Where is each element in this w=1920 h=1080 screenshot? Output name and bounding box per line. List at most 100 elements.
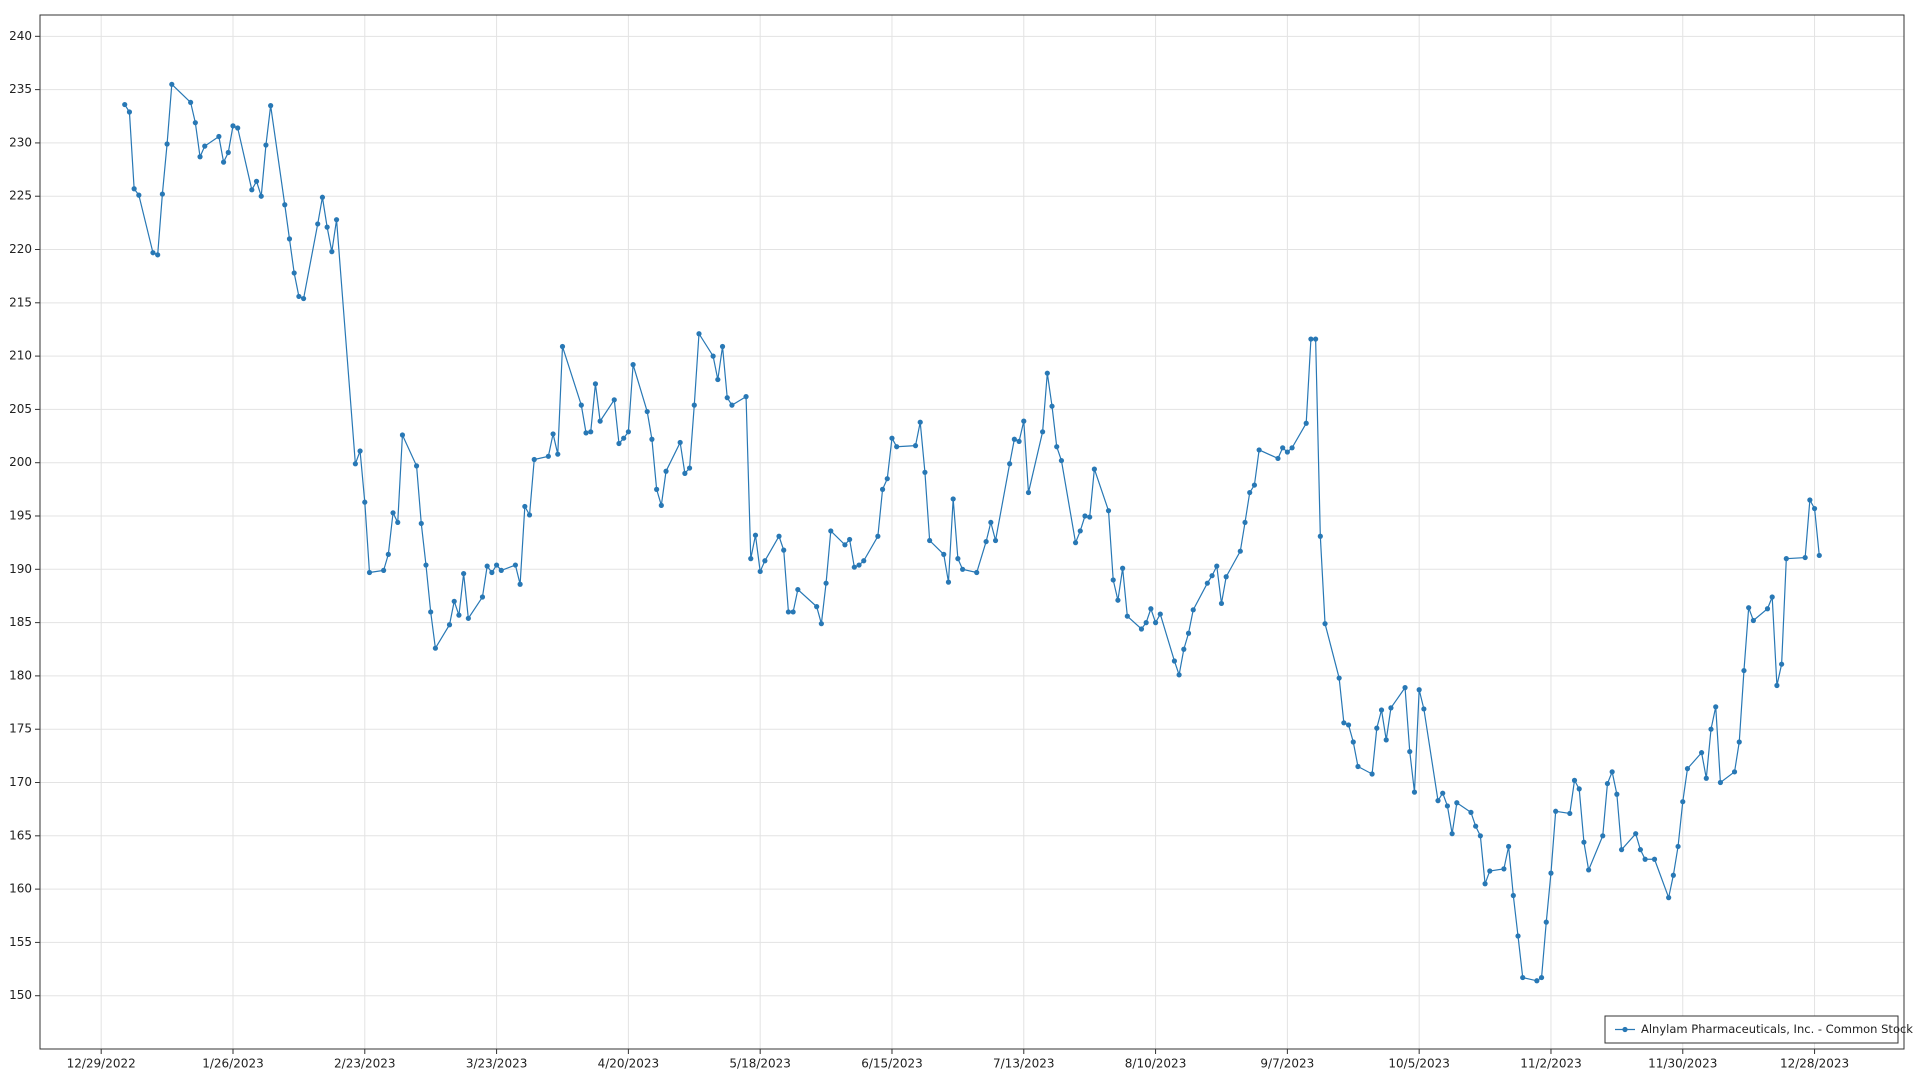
data-point: [1007, 461, 1013, 467]
data-point: [974, 569, 980, 576]
data-point: [1506, 843, 1512, 850]
data-point: [225, 149, 231, 156]
data-point: [202, 143, 208, 149]
y-tick-label: 215: [9, 295, 32, 309]
data-point: [1642, 856, 1648, 862]
data-point: [1440, 790, 1446, 796]
data-point: [1416, 687, 1422, 693]
data-point: [1553, 808, 1559, 814]
y-tick-label: 175: [9, 722, 32, 736]
data-point: [159, 191, 165, 197]
data-point: [1411, 789, 1418, 795]
data-point: [545, 453, 551, 459]
y-tick-label: 185: [9, 615, 32, 629]
y-tick-label: 190: [9, 562, 32, 576]
series-line: [124, 82, 1820, 982]
data-point: [1708, 726, 1714, 732]
data-point: [1600, 833, 1606, 839]
data-point: [691, 402, 697, 408]
data-point: [1054, 444, 1060, 450]
data-point: [776, 533, 782, 539]
data-point: [875, 533, 881, 539]
data-point: [644, 408, 650, 415]
data-point: [1218, 600, 1225, 607]
data-point: [136, 192, 142, 198]
data-point: [729, 402, 735, 408]
data-point: [1355, 763, 1361, 770]
data-point: [498, 567, 504, 573]
data-point: [399, 432, 406, 438]
data-point: [1454, 800, 1460, 806]
data-point: [517, 581, 523, 587]
data-point: [1148, 606, 1154, 612]
data-point: [493, 562, 500, 568]
data-point: [451, 598, 457, 604]
data-point: [164, 141, 170, 147]
data-point: [1072, 540, 1079, 546]
data-point: [1322, 621, 1328, 627]
data-point: [1637, 847, 1644, 853]
y-tick-label: 240: [9, 29, 32, 43]
data-point: [861, 558, 867, 564]
y-tick-label: 155: [9, 935, 32, 949]
data-point: [649, 436, 655, 442]
data-point: [1538, 974, 1545, 981]
data-point: [1204, 580, 1210, 586]
data-point: [1087, 514, 1093, 520]
data-point: [743, 394, 749, 400]
data-point: [1247, 489, 1253, 496]
data-point: [894, 444, 900, 450]
data-point: [616, 440, 622, 447]
data-point: [1077, 528, 1083, 534]
data-point: [1011, 436, 1017, 442]
data-point: [428, 609, 434, 615]
x-tick-label: 8/10/2023: [1125, 1057, 1187, 1071]
data-point: [1280, 445, 1286, 451]
data-point: [752, 532, 759, 538]
data-point: [1082, 513, 1088, 519]
data-point: [1675, 843, 1681, 850]
data-point: [395, 519, 401, 526]
data-point: [390, 510, 396, 516]
data-point: [851, 564, 857, 570]
data-point: [1510, 892, 1516, 899]
data-point: [1223, 574, 1229, 580]
data-point: [263, 142, 269, 148]
y-tick-label: 170: [9, 775, 32, 789]
data-point: [658, 502, 664, 508]
data-point: [682, 470, 688, 476]
data-point: [230, 123, 236, 129]
y-tick-label: 180: [9, 668, 32, 682]
data-point: [927, 537, 933, 544]
data-point: [1049, 403, 1055, 409]
data-point: [1209, 573, 1215, 579]
data-point: [917, 419, 923, 425]
data-point: [216, 133, 222, 140]
data-point: [1435, 798, 1441, 804]
data-point: [1110, 577, 1116, 583]
y-tick-label: 205: [9, 402, 32, 416]
data-point: [291, 270, 297, 276]
data-point: [1378, 707, 1385, 713]
data-point: [268, 103, 274, 109]
data-point: [912, 443, 919, 449]
data-point: [319, 194, 326, 200]
data-point: [1698, 750, 1705, 756]
data-point: [531, 456, 537, 463]
data-point: [1374, 725, 1380, 731]
data-point: [258, 193, 264, 199]
data-point: [1736, 739, 1742, 745]
data-point: [1731, 769, 1738, 775]
data-point: [818, 621, 824, 627]
x-tick-label: 11/30/2023: [1648, 1057, 1717, 1071]
data-point: [1783, 556, 1789, 562]
data-point: [1501, 866, 1507, 872]
data-point: [1444, 803, 1451, 809]
data-point: [1520, 974, 1526, 981]
data-point: [235, 125, 241, 131]
data-point: [889, 435, 895, 441]
data-point: [296, 293, 302, 300]
data-point: [790, 609, 796, 615]
x-tick-label: 11/2/2023: [1520, 1057, 1582, 1071]
data-point: [630, 362, 636, 368]
